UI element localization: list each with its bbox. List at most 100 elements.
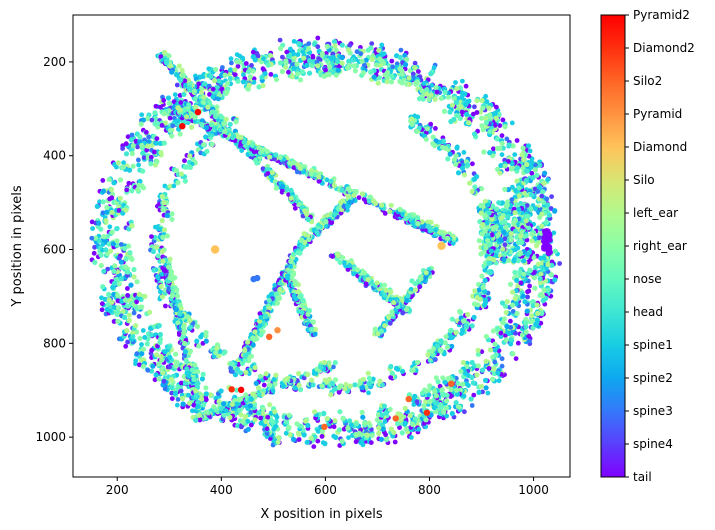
data-point [529,170,535,176]
data-point [410,71,416,77]
data-point [199,118,205,124]
data-point [378,436,384,442]
data-point [98,262,104,269]
data-point [288,187,294,193]
data-point [146,139,152,145]
data-point [187,324,194,330]
data-point [449,102,455,108]
data-point [482,288,488,294]
data-point [321,411,327,417]
data-point [487,347,494,353]
data-point [315,44,321,50]
data-point [263,371,269,377]
data-point [331,433,337,439]
data-point [294,421,300,427]
data-point [483,120,489,126]
data-point [323,67,328,73]
data-point [260,406,266,412]
data-point [445,376,451,382]
data-point [483,115,489,121]
data-point [472,288,478,294]
data-point [381,403,387,409]
data-point [374,417,380,423]
data-point [518,280,524,286]
data-point [98,226,104,232]
data-point [252,417,258,423]
data-point [174,402,180,408]
data-point [252,365,258,371]
data-point [280,54,285,60]
data-point [300,49,306,55]
data-point [354,49,360,55]
data-point [346,62,352,68]
data-point [365,432,371,438]
data-point [442,89,448,95]
data-point [409,435,414,440]
data-point [535,261,541,267]
data-point [316,56,321,61]
data-point [524,161,530,168]
data-point [359,191,365,197]
data-point [273,291,279,297]
data-point [306,236,312,243]
data-point [189,124,195,130]
data-point [194,338,200,344]
data-point [268,53,274,59]
data-point [250,68,256,74]
data-point [332,377,339,383]
data-point [115,318,121,324]
data-point [339,60,345,66]
data-point [239,55,246,61]
data-point [305,45,312,52]
data-point [492,110,498,116]
data-point [146,134,152,140]
data-point [479,97,485,104]
data-point [235,63,241,69]
data-point [412,60,418,66]
data-point [495,370,501,376]
data-point [160,234,166,240]
data-point [461,318,467,324]
data-point [124,187,130,193]
data-point [250,335,256,341]
data-point [194,323,201,329]
data-point [377,378,383,384]
data-point [136,157,141,163]
data-point [127,250,133,256]
data-point [478,210,484,216]
data-point [530,299,536,305]
data-point [269,170,276,176]
data-point [268,173,274,180]
data-point [337,409,343,415]
data-point [345,425,351,431]
data-point [145,367,151,373]
data-point [283,64,289,70]
data-point [169,216,175,222]
data-point [347,199,353,205]
data-point [137,362,142,368]
data-point [504,298,510,305]
data-point [159,193,165,200]
data-point [233,119,239,125]
data-point [365,370,371,376]
data-point [487,112,493,118]
data-point [410,421,416,427]
data-point [448,327,454,333]
data-point [247,74,253,80]
data-point [160,207,166,213]
data-point [100,284,106,290]
data-point [186,85,192,91]
data-point [232,67,238,73]
data-point [274,300,280,306]
data-point [125,134,131,140]
data-point [425,352,431,358]
data-point [201,94,207,100]
data-point [142,335,148,340]
data-point [131,266,137,273]
data-point [199,396,205,402]
data-point [428,92,434,98]
data-point [515,165,521,171]
data-point [533,321,539,328]
data-point [502,157,507,163]
